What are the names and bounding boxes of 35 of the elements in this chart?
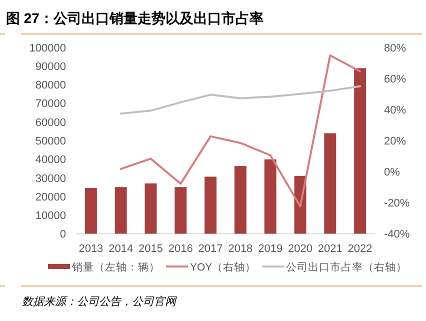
- x-tick-label: 2017: [198, 243, 223, 255]
- y-tick-label: 60000: [35, 116, 66, 129]
- x-tick-label: 2014: [108, 243, 134, 255]
- x-tick-label: 2020: [288, 243, 312, 255]
- line-series: [120, 85, 362, 115]
- y-tick-label: 80000: [35, 80, 66, 92]
- y-tick-label: 90000: [35, 60, 66, 73]
- legend-label: 公司出口市占率（右轴）: [286, 260, 408, 274]
- y2-tick-label: 40%: [384, 104, 406, 116]
- line-series: [120, 54, 362, 208]
- y-tick-label: 20000: [35, 191, 66, 204]
- source-note: 数据来源：公司公告，公司官网: [22, 295, 177, 308]
- y2-tick-label: 20%: [384, 136, 406, 148]
- y2-tick-label: 60%: [384, 73, 406, 86]
- x-tick-label: 2015: [138, 243, 163, 255]
- y-tick-label: 0: [60, 228, 66, 241]
- y-tick-label: 10000: [35, 210, 66, 222]
- chart-title: 图 27：公司出口销量走势以及出口市占率: [6, 10, 264, 26]
- legend-label: 销量（左轴：辆）: [71, 260, 160, 274]
- y2-tick-label: 80%: [384, 42, 406, 54]
- y2-tick-label: -40%: [384, 228, 410, 241]
- y-tick-label: 30000: [35, 172, 66, 185]
- x-tick-label: 2022: [348, 243, 372, 255]
- x-tick-label: 2013: [78, 243, 104, 255]
- x-tick-label: 2021: [318, 243, 342, 255]
- y-tick-label: 40000: [35, 154, 66, 166]
- x-tick-label: 2018: [228, 243, 253, 255]
- y-tick-label: 70000: [35, 98, 66, 110]
- y2-tick-label: 0%: [384, 166, 400, 179]
- x-tick-label: 2016: [168, 243, 193, 255]
- y-tick-label: 50000: [35, 136, 66, 148]
- x-tick-label: 2019: [258, 243, 283, 255]
- y2-tick-label: -20%: [384, 198, 410, 210]
- legend-label: YOY（右轴）: [190, 260, 256, 274]
- y-tick-label: 100000: [29, 42, 66, 54]
